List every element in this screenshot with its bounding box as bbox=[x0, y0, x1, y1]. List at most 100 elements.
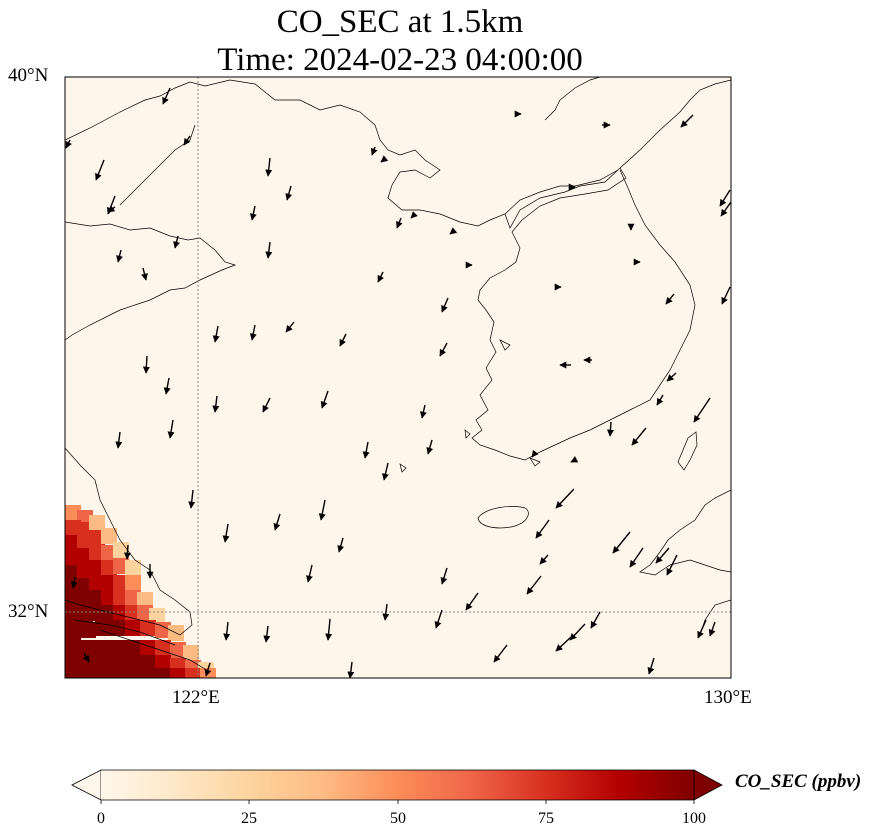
wind-arrow bbox=[434, 609, 443, 629]
wind-arrow bbox=[222, 523, 230, 543]
wind-arrow bbox=[535, 519, 550, 539]
shandong-coast bbox=[65, 221, 237, 341]
lat-label-32n: 32°N bbox=[8, 601, 49, 622]
wind-arrow bbox=[631, 427, 647, 446]
map-frame bbox=[64, 76, 732, 679]
concentration-cell bbox=[125, 640, 141, 656]
wind-arrow bbox=[629, 547, 644, 568]
wind-arrow bbox=[377, 271, 384, 283]
wind-arrow bbox=[569, 623, 586, 641]
concentration-cell bbox=[110, 655, 126, 671]
wind-arrow bbox=[441, 297, 449, 313]
wind-arrow bbox=[162, 87, 171, 105]
wind-arrow bbox=[212, 395, 220, 413]
concentration-cell bbox=[110, 640, 126, 656]
concentration-cell bbox=[185, 668, 201, 678]
concentration-cell bbox=[155, 622, 171, 638]
concentration-cell bbox=[80, 640, 96, 656]
colorbar-tick-75: 75 bbox=[538, 810, 554, 827]
concentration-cell bbox=[110, 620, 126, 636]
wind-arrow bbox=[173, 235, 180, 249]
wind-arrow bbox=[647, 657, 655, 675]
wind-arrow bbox=[449, 227, 458, 235]
wind-arrow bbox=[212, 325, 220, 343]
concentration-cell bbox=[137, 592, 153, 608]
wind-arrow bbox=[107, 205, 116, 213]
lon-label-122e: 122°E bbox=[172, 687, 220, 708]
wind-arrow bbox=[285, 321, 295, 333]
wind-arrow bbox=[249, 205, 257, 221]
wind-arrow bbox=[320, 390, 329, 409]
wind-arrow bbox=[70, 576, 78, 589]
concentration-cell bbox=[140, 620, 156, 636]
wind-arrow bbox=[708, 621, 716, 637]
wind-arrow bbox=[606, 421, 614, 437]
colorbar-gradient bbox=[101, 770, 694, 800]
wind-arrow bbox=[426, 439, 434, 455]
concentration-cell bbox=[125, 620, 141, 636]
wind-arrow bbox=[612, 531, 631, 554]
wind-arrow bbox=[382, 462, 389, 481]
wind-arrow bbox=[539, 554, 549, 565]
korea-west-coast bbox=[471, 169, 696, 461]
wind-vectors bbox=[65, 87, 731, 678]
wind-arrow bbox=[555, 488, 575, 509]
wind-arrow bbox=[347, 661, 355, 678]
wind-arrow bbox=[167, 419, 175, 439]
map-background bbox=[65, 77, 731, 678]
wind-arrow bbox=[555, 636, 572, 652]
wind-arrow bbox=[440, 567, 448, 585]
jiangsu-coast bbox=[65, 447, 193, 636]
colorbar-extend-max bbox=[693, 769, 723, 801]
wind-arrow bbox=[666, 372, 677, 382]
wind-arrow bbox=[82, 652, 90, 663]
wind-arrow bbox=[285, 185, 293, 201]
wind-arrow bbox=[325, 618, 333, 641]
wind-arrow bbox=[337, 537, 345, 553]
wind-arrow bbox=[273, 513, 281, 531]
wind-arrow bbox=[656, 394, 664, 406]
wind-arrow bbox=[306, 564, 313, 583]
concentration-cell bbox=[95, 620, 111, 636]
concentration-cell bbox=[183, 645, 199, 661]
concentration-cell bbox=[125, 575, 141, 591]
colorbar-extend-min bbox=[71, 769, 102, 801]
yangtze-delta bbox=[99, 629, 211, 673]
concentration-cell bbox=[65, 625, 81, 641]
wind-arrow bbox=[719, 189, 731, 207]
concentration-cell bbox=[95, 640, 111, 656]
wind-arrow bbox=[665, 293, 675, 305]
wind-arrow bbox=[339, 333, 347, 347]
concentration-cell bbox=[155, 655, 171, 671]
concentration-cell bbox=[155, 668, 171, 678]
wind-arrow bbox=[420, 404, 427, 419]
concentration-cell bbox=[80, 668, 96, 678]
colorbar-tick-100: 100 bbox=[682, 810, 706, 827]
colorbar bbox=[71, 769, 723, 804]
wind-arrow bbox=[204, 662, 212, 677]
wind-arrow bbox=[265, 241, 273, 259]
wind-arrow bbox=[116, 249, 123, 263]
wind-arrow bbox=[526, 575, 542, 595]
coastline bbox=[65, 77, 731, 673]
wind-arrow bbox=[318, 499, 326, 521]
concentration-cell bbox=[89, 515, 105, 531]
colorbar-tick-0: 0 bbox=[97, 810, 105, 827]
wind-arrow bbox=[65, 139, 72, 149]
wind-arrow bbox=[188, 489, 196, 509]
east-coast-north bbox=[619, 79, 731, 169]
concentration-cell bbox=[140, 655, 156, 671]
kyushu-coast bbox=[639, 489, 731, 576]
wind-arrow bbox=[380, 155, 389, 163]
concentration-cell bbox=[140, 640, 156, 656]
wind-arrow bbox=[493, 644, 508, 663]
wind-arrow bbox=[410, 211, 418, 219]
wind-arrow bbox=[721, 286, 731, 305]
wind-arrow bbox=[655, 547, 670, 564]
concentration-cell bbox=[65, 668, 81, 678]
wind-arrow bbox=[223, 621, 231, 641]
wind-arrow bbox=[693, 397, 711, 423]
wind-arrow bbox=[570, 456, 579, 463]
concentration-cell bbox=[125, 668, 141, 678]
wind-arrow bbox=[590, 611, 601, 629]
